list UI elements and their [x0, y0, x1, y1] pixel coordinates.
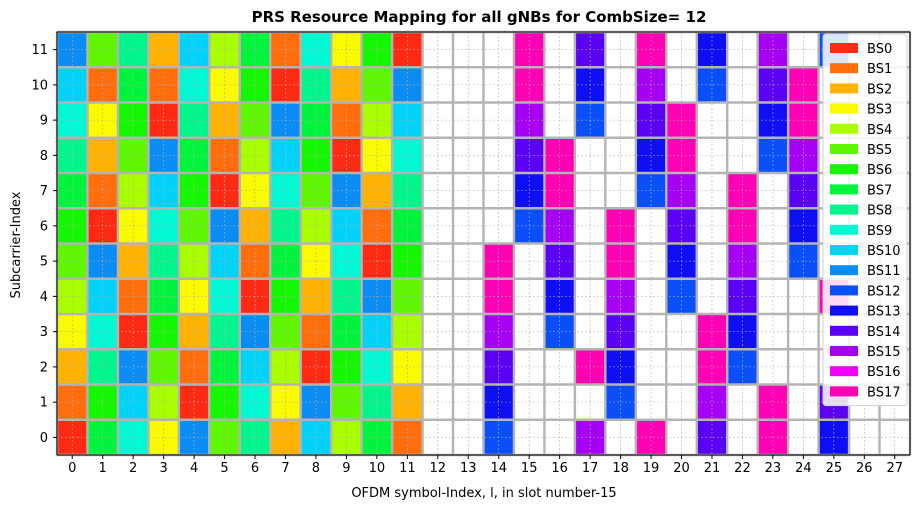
x-tick-label: 23 [765, 461, 782, 476]
legend-label: BS14 [867, 325, 900, 340]
y-tick-label: 9 [40, 114, 48, 129]
legend: BS0 BS1 BS2 BS3 BS4 BS5 BS6 BS7 BS8 BS9 BS10 BS11 BS… [822, 33, 908, 407]
legend-label: BS5 [867, 143, 892, 158]
y-tick-label: 0 [40, 431, 48, 446]
x-tick-label: 11 [399, 461, 416, 476]
legend-label: BS15 [867, 345, 900, 360]
x-tick-label: 18 [612, 461, 629, 476]
x-tick-label: 14 [490, 461, 507, 476]
x-tick-label: 3 [159, 461, 167, 476]
legend-swatch [830, 346, 858, 356]
y-tick-label: 6 [40, 219, 48, 234]
x-tick-label: 2 [129, 461, 137, 476]
grid-lines [55, 30, 912, 457]
legend-label: BS8 [867, 204, 892, 219]
legend-swatch [830, 265, 858, 276]
legend-label: BS4 [867, 123, 892, 138]
x-tick-label: 12 [430, 461, 447, 476]
x-tick-label: 4 [190, 461, 198, 476]
y-tick-label: 5 [40, 255, 48, 270]
legend-label: BS17 [867, 385, 900, 400]
legend-label: BS1 [867, 62, 892, 77]
y-tick-label: 10 [31, 78, 48, 93]
x-tick-label: 13 [460, 461, 477, 476]
legend-label: BS0 [867, 42, 892, 57]
legend-label: BS13 [867, 305, 900, 320]
x-axis-ticks: 0 1 2 3 4 5 6 7 8 9 10 11 12 13 14 15 16 17 18 19 20 21 22 23 24… [68, 455, 903, 476]
legend-swatch [830, 204, 858, 215]
y-tick-label: 8 [40, 149, 48, 164]
x-tick-label: 0 [68, 461, 76, 476]
legend-swatch [830, 63, 858, 74]
legend-swatch [830, 83, 858, 94]
x-tick-label: 19 [643, 461, 660, 476]
y-axis-ticks: 0 1 2 3 4 5 6 7 8 9 10 11 [31, 43, 57, 446]
x-tick-label: 10 [369, 461, 386, 476]
y-tick-label: 4 [40, 290, 48, 305]
legend-swatch [830, 285, 858, 296]
legend-label: BS10 [867, 244, 900, 259]
legend-swatch [830, 224, 858, 235]
legend-swatch [830, 123, 858, 134]
chart-title: PRS Resource Mapping for all gNBs for Co… [252, 8, 707, 26]
x-axis-label: OFDM symbol-Index, l, in slot number-15 [351, 486, 616, 501]
x-tick-label: 7 [281, 461, 289, 476]
legend-swatch [830, 245, 858, 255]
y-axis-label: Subcarrier-Index [9, 191, 24, 298]
legend-swatch [830, 325, 858, 336]
legend-swatch [830, 305, 858, 316]
x-tick-label: 16 [551, 461, 568, 476]
x-tick-label: 25 [826, 461, 843, 476]
legend-label: BS3 [867, 103, 892, 118]
y-tick-label: 7 [40, 184, 48, 199]
x-tick-label: 26 [856, 461, 873, 476]
legend-swatch [830, 43, 858, 53]
x-tick-label: 9 [342, 461, 350, 476]
x-tick-label: 27 [886, 461, 903, 476]
legend-label: BS6 [867, 163, 892, 178]
x-tick-label: 20 [673, 461, 690, 476]
x-tick-label: 5 [220, 461, 228, 476]
legend-swatch [830, 103, 858, 114]
y-tick-label: 2 [40, 360, 48, 375]
x-tick-label: 1 [99, 461, 107, 476]
legend-swatch [830, 366, 858, 377]
legend-label: BS12 [867, 284, 900, 299]
legend-swatch [830, 164, 858, 175]
legend-label: BS7 [867, 183, 892, 198]
x-tick-label: 15 [521, 461, 538, 476]
y-tick-label: 1 [40, 396, 48, 411]
legend-swatch [830, 386, 858, 397]
legend-swatch [830, 184, 858, 195]
y-tick-label: 11 [31, 43, 48, 58]
plot-frame [56, 31, 911, 456]
x-tick-label: 21 [704, 461, 721, 476]
x-tick-label: 6 [251, 461, 259, 476]
legend-swatch [830, 144, 858, 154]
legend-label: BS2 [867, 82, 892, 97]
y-tick-label: 3 [40, 325, 48, 340]
legend-label: BS16 [867, 365, 900, 380]
x-tick-label: 8 [312, 461, 320, 476]
legend-label: BS9 [867, 224, 892, 239]
legend-label: BS11 [867, 264, 900, 279]
x-tick-label: 17 [582, 461, 599, 476]
x-tick-label: 24 [795, 461, 812, 476]
x-tick-label: 22 [734, 461, 751, 476]
